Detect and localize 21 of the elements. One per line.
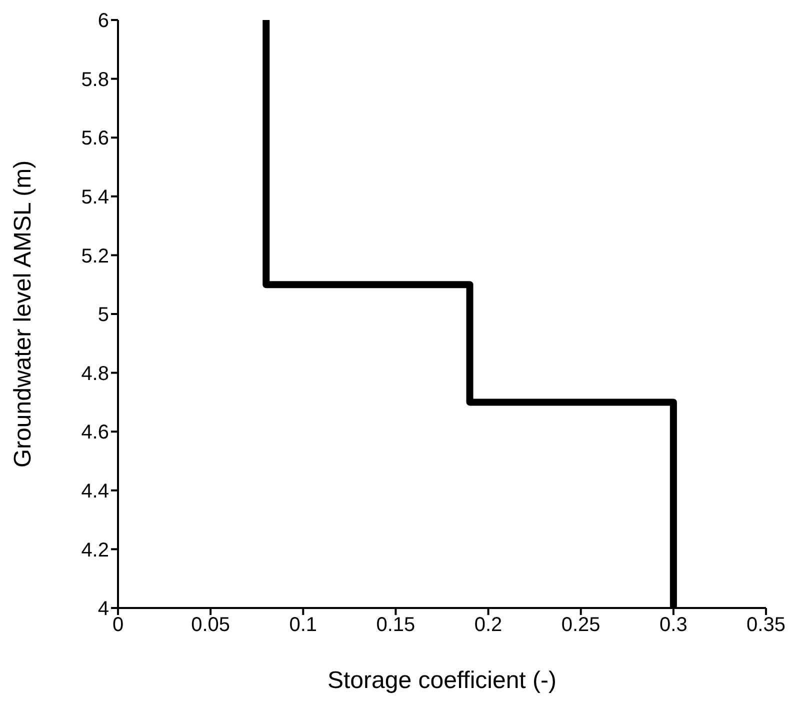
y-tick-label: 5.4 [81,186,109,208]
x-tick-label: 0.1 [289,614,318,636]
y-tick-label: 4 [98,598,109,620]
y-axis-title: Groundwater level AMSL (m) [10,160,37,468]
x-tick-label: 0.15 [376,614,416,636]
x-tick-label: 0.25 [561,614,600,636]
y-tick-label: 4.8 [81,362,109,385]
x-tick-label: 0.3 [660,614,688,636]
x-tick-label: 0.05 [191,614,230,636]
y-tick-label: 4.6 [81,422,109,444]
y-tick-label: 6 [98,10,109,32]
y-tick-label: 4.4 [81,480,109,502]
y-tick-label: 4.2 [81,539,109,562]
y-tick-label: 5.8 [81,68,109,91]
x-tick-label: 0.35 [746,614,786,636]
x-tick-label: 0.2 [474,614,502,636]
y-tick-label: 5.2 [81,245,109,268]
x-tick-label: 0 [112,614,124,636]
y-tick-label: 5 [98,304,109,326]
x-axis-title: Storage coefficient (-) [328,667,556,694]
y-tick-label: 5.6 [81,128,109,150]
